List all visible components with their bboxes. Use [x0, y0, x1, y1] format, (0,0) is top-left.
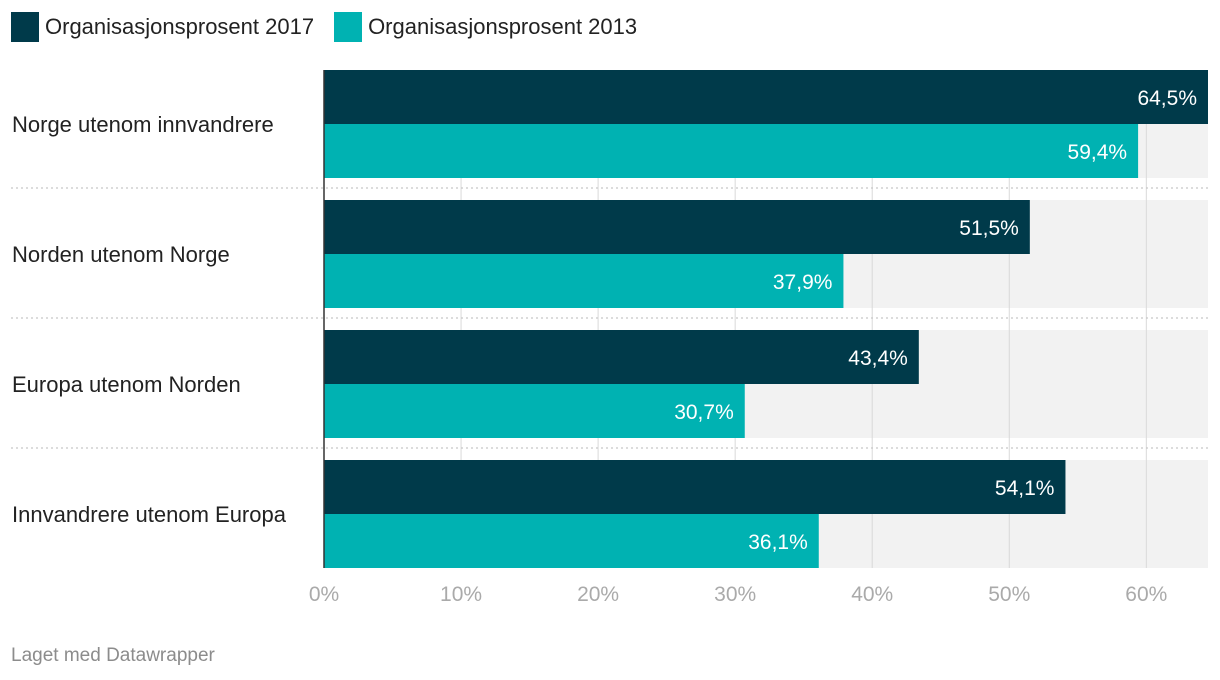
bar-value-label: 59,4%: [1068, 141, 1128, 164]
legend-swatch-2017: [11, 12, 39, 42]
bar-value-label: 37,9%: [773, 271, 833, 294]
x-tick-label: 20%: [577, 583, 619, 606]
category-label: Innvandrere utenom Europa: [12, 502, 287, 527]
bar-value-label: 36,1%: [748, 531, 808, 554]
bar: [324, 200, 1030, 254]
x-tick-label: 50%: [988, 583, 1030, 606]
bar: [324, 514, 819, 568]
bar: [324, 254, 844, 308]
footer-credit: Laget med Datawrapper: [11, 645, 215, 666]
x-tick-label: 10%: [440, 583, 482, 606]
bar: [324, 460, 1066, 514]
category-label: Norden utenom Norge: [12, 242, 230, 267]
legend: Organisasjonsprosent 2017 Organisasjonsp…: [11, 12, 657, 42]
bar: [324, 384, 745, 438]
bar-value-label: 64,5%: [1137, 87, 1197, 110]
bar-value-label: 30,7%: [674, 401, 734, 424]
x-tick-label: 60%: [1125, 583, 1167, 606]
category-label: Norge utenom innvandrere: [12, 112, 274, 137]
bar-value-label: 43,4%: [848, 347, 908, 370]
legend-item-2013: Organisasjonsprosent 2013: [334, 12, 637, 42]
x-tick-label: 30%: [714, 583, 756, 606]
x-tick-label: 0%: [309, 583, 339, 606]
legend-item-2017: Organisasjonsprosent 2017: [11, 12, 314, 42]
legend-label-2017: Organisasjonsprosent 2017: [45, 14, 315, 39]
bar: [324, 124, 1139, 178]
bar-chart: 64,5% 59,4% Norge utenom innvandrere 51,5% 3…: [11, 70, 1208, 606]
legend-label-2013: Organisasjonsprosent 2013: [368, 14, 638, 39]
legend-swatch-2013: [334, 12, 363, 42]
category-label: Europa utenom Norden: [12, 372, 241, 397]
bar-value-label: 51,5%: [959, 217, 1019, 240]
bar: [324, 70, 1208, 124]
bar: [324, 330, 919, 384]
x-tick-label: 40%: [851, 583, 893, 606]
bar-value-label: 54,1%: [995, 477, 1055, 500]
